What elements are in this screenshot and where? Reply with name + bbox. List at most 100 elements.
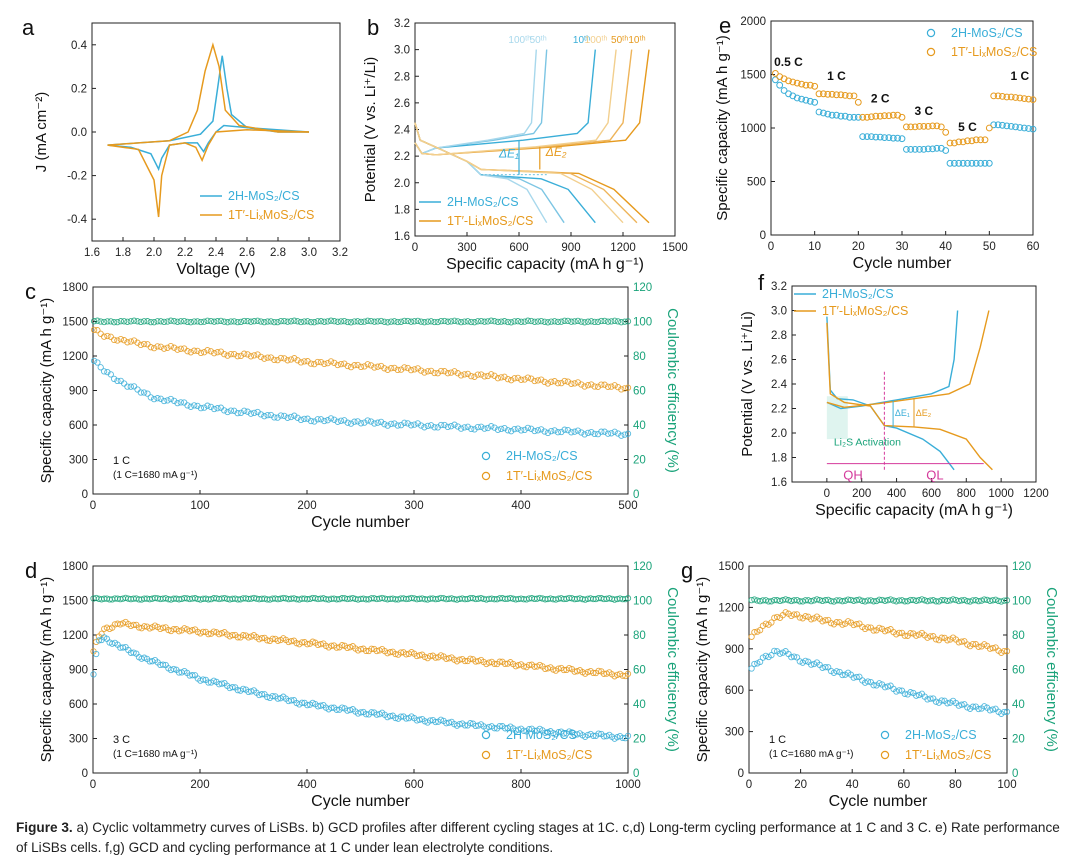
data-point bbox=[508, 377, 515, 384]
data-point bbox=[790, 653, 798, 660]
y-tick-label: 500 bbox=[747, 177, 766, 189]
x-tick-label: 60 bbox=[897, 779, 910, 791]
data-point bbox=[964, 137, 971, 145]
data-point bbox=[321, 360, 328, 368]
legend-marker bbox=[926, 47, 936, 57]
data-point bbox=[221, 350, 228, 358]
data-point bbox=[544, 319, 552, 326]
y2-axis-label: Coulombic efficiency (%) bbox=[1043, 587, 1060, 752]
y-tick-label: 0 bbox=[82, 489, 88, 501]
data-point bbox=[140, 389, 148, 396]
data-point bbox=[444, 423, 451, 431]
data-point bbox=[796, 598, 803, 605]
data-point bbox=[624, 430, 632, 437]
data-point bbox=[174, 399, 181, 407]
data-point bbox=[1012, 123, 1019, 131]
data-point bbox=[574, 379, 582, 386]
data-point bbox=[498, 425, 505, 433]
data-point bbox=[824, 90, 832, 98]
data-point bbox=[624, 384, 632, 391]
data-point bbox=[830, 598, 838, 605]
data-point bbox=[913, 597, 920, 604]
panel-label: e bbox=[719, 13, 731, 38]
figure-caption: Figure 3. a) Cyclic voltammetry curves o… bbox=[16, 818, 1066, 858]
data-point bbox=[333, 706, 340, 713]
data-point bbox=[333, 644, 340, 651]
panel-label: f bbox=[758, 270, 765, 295]
data-point bbox=[361, 419, 368, 426]
y-axis-label: Potential (V vs. Li⁺/Li) bbox=[739, 311, 756, 456]
data-point bbox=[601, 317, 608, 325]
data-point bbox=[274, 356, 281, 364]
data-point bbox=[384, 366, 391, 373]
data-point bbox=[130, 383, 138, 390]
data-point bbox=[488, 317, 495, 324]
data-point bbox=[297, 416, 305, 424]
data-point bbox=[929, 122, 936, 130]
data-point bbox=[901, 690, 908, 697]
data-point bbox=[110, 319, 118, 326]
data-point bbox=[548, 318, 555, 325]
data-point bbox=[518, 427, 525, 434]
legend-entry: 1T′-LiₓMoS₂/CS bbox=[447, 214, 533, 228]
data-point bbox=[217, 317, 225, 325]
data-point bbox=[197, 349, 205, 357]
data-point bbox=[414, 420, 421, 427]
data-point bbox=[371, 364, 378, 371]
data-point bbox=[618, 386, 625, 393]
data-point bbox=[338, 704, 346, 711]
data-point bbox=[187, 319, 194, 326]
data-point bbox=[854, 113, 862, 121]
data-point bbox=[558, 318, 565, 325]
data-point bbox=[394, 366, 401, 374]
data-point bbox=[975, 643, 982, 650]
data-point bbox=[434, 370, 441, 377]
y2-tick-label: 100 bbox=[1012, 596, 1031, 608]
data-point bbox=[853, 620, 860, 628]
data-point bbox=[937, 123, 945, 131]
data-point bbox=[307, 360, 315, 367]
x-tick-label: 50 bbox=[983, 241, 996, 253]
data-point bbox=[541, 428, 548, 435]
data-point bbox=[311, 319, 318, 326]
x-axis-label: Voltage (V) bbox=[176, 261, 255, 278]
data-point bbox=[240, 685, 247, 693]
data-point bbox=[294, 414, 301, 421]
data-point bbox=[364, 361, 371, 368]
y-tick-label: 600 bbox=[725, 685, 744, 697]
data-point bbox=[815, 90, 823, 98]
data-point bbox=[175, 628, 183, 635]
data-point bbox=[368, 645, 375, 652]
data-point bbox=[159, 661, 167, 668]
data-point bbox=[207, 403, 215, 411]
data-point bbox=[894, 134, 901, 142]
data-point bbox=[933, 144, 941, 152]
data-point bbox=[504, 318, 512, 326]
data-point bbox=[191, 318, 198, 325]
data-point bbox=[119, 644, 127, 651]
data-point bbox=[317, 358, 325, 366]
data-point bbox=[281, 355, 288, 362]
data-point bbox=[501, 318, 508, 325]
data-point bbox=[955, 138, 963, 146]
data-point bbox=[762, 620, 769, 627]
y-tick-label: 1500 bbox=[718, 561, 744, 573]
data-point bbox=[751, 660, 758, 668]
data-point bbox=[157, 343, 164, 350]
data-point bbox=[846, 92, 853, 100]
cycle-label: 10ᵗʰ bbox=[628, 35, 645, 46]
legend-entry: 1T′-LiₓMoS₂/CS bbox=[951, 45, 1037, 59]
data-point bbox=[481, 373, 488, 380]
data-point bbox=[261, 318, 268, 326]
cycle-charge-line bbox=[414, 49, 617, 156]
data-point bbox=[824, 110, 832, 118]
x-tick-label: 0 bbox=[90, 500, 96, 512]
data-point bbox=[872, 112, 880, 120]
data-point bbox=[977, 159, 984, 167]
data-point bbox=[215, 630, 223, 638]
data-point bbox=[247, 353, 255, 360]
data-point bbox=[247, 410, 255, 417]
data-point bbox=[403, 651, 410, 658]
x-tick-label: 1.6 bbox=[84, 247, 100, 259]
data-point bbox=[560, 730, 568, 737]
